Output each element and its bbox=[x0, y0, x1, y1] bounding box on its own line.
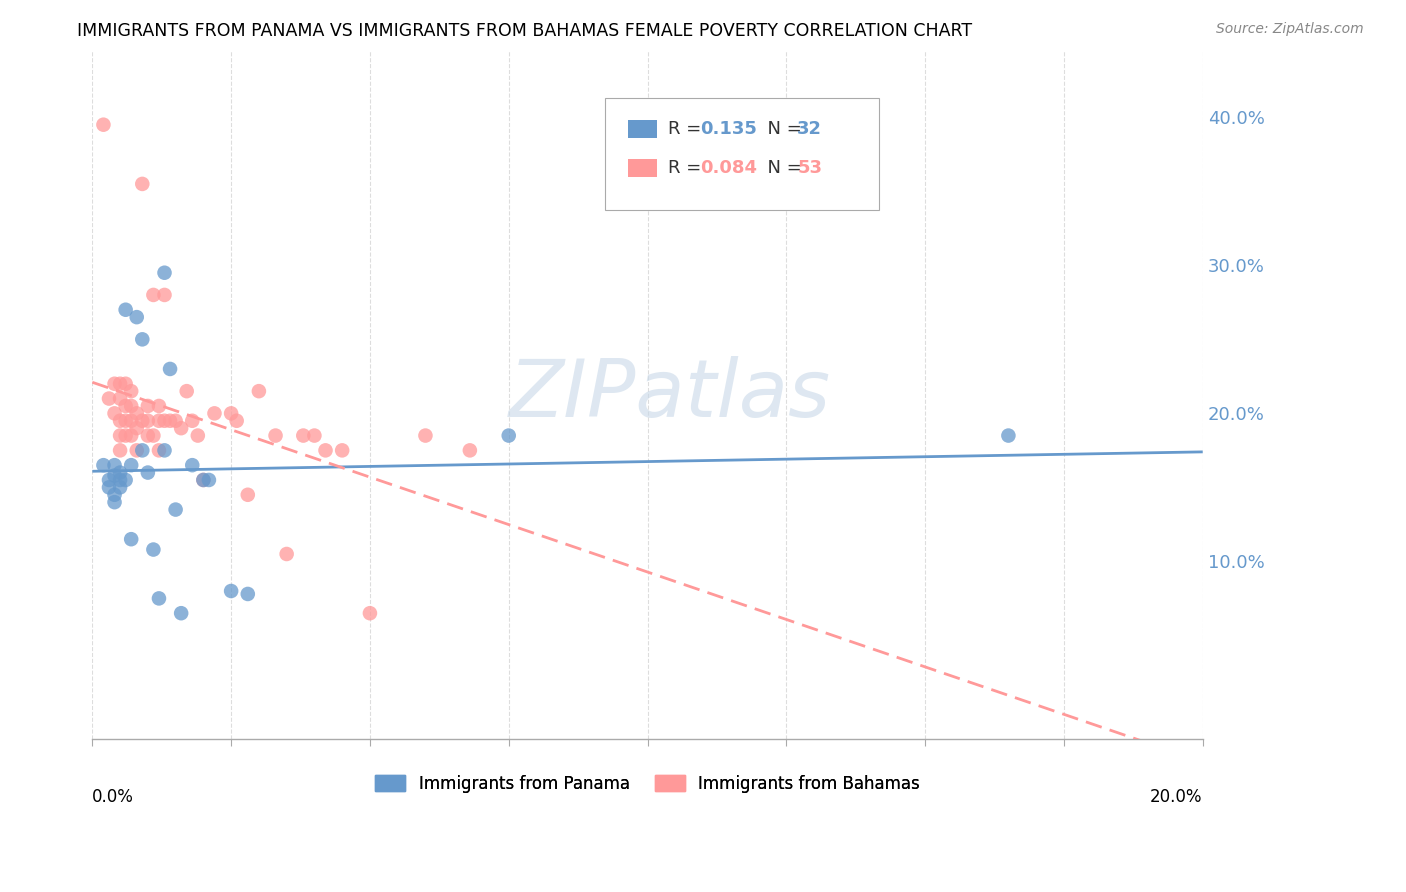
Point bbox=[170, 421, 193, 435]
Point bbox=[204, 406, 226, 420]
Point bbox=[359, 606, 381, 620]
Point bbox=[165, 502, 187, 516]
Point bbox=[131, 414, 153, 428]
Point bbox=[142, 428, 165, 442]
Point bbox=[225, 414, 247, 428]
Point bbox=[136, 428, 159, 442]
Point bbox=[131, 177, 153, 191]
Point bbox=[125, 406, 148, 420]
Text: 32: 32 bbox=[797, 120, 823, 138]
Point bbox=[187, 428, 209, 442]
Point bbox=[108, 414, 131, 428]
Point bbox=[114, 302, 136, 317]
Text: ZIPatlas: ZIPatlas bbox=[509, 356, 831, 434]
Point bbox=[98, 473, 121, 487]
Point bbox=[93, 458, 115, 472]
Point bbox=[170, 606, 193, 620]
Point bbox=[120, 428, 142, 442]
Point bbox=[136, 414, 159, 428]
Point bbox=[108, 466, 131, 480]
Point bbox=[148, 414, 170, 428]
Point bbox=[108, 428, 131, 442]
Point bbox=[159, 414, 181, 428]
Point bbox=[114, 376, 136, 391]
Point bbox=[176, 384, 198, 399]
Point bbox=[193, 473, 215, 487]
Point bbox=[125, 421, 148, 435]
Point bbox=[304, 428, 326, 442]
Text: N =: N = bbox=[756, 120, 808, 138]
Point bbox=[98, 480, 121, 494]
Point bbox=[458, 443, 481, 458]
Point bbox=[131, 332, 153, 346]
Point bbox=[103, 495, 125, 509]
Point bbox=[136, 466, 159, 480]
Point bbox=[114, 473, 136, 487]
Point bbox=[108, 443, 131, 458]
Point bbox=[114, 414, 136, 428]
Point bbox=[292, 428, 315, 442]
Point bbox=[330, 443, 353, 458]
Point bbox=[136, 399, 159, 413]
Point bbox=[498, 428, 520, 442]
Text: 0.135: 0.135 bbox=[700, 120, 756, 138]
Point bbox=[125, 443, 148, 458]
Point bbox=[125, 310, 148, 325]
Text: 0.084: 0.084 bbox=[700, 159, 758, 177]
Point bbox=[114, 428, 136, 442]
Point bbox=[997, 428, 1019, 442]
Point bbox=[236, 587, 259, 601]
Point bbox=[153, 443, 176, 458]
Point bbox=[153, 414, 176, 428]
Point bbox=[120, 384, 142, 399]
Point bbox=[103, 468, 125, 483]
Point bbox=[247, 384, 270, 399]
Point bbox=[148, 399, 170, 413]
Point bbox=[219, 584, 242, 599]
Point bbox=[103, 406, 125, 420]
Point bbox=[315, 443, 337, 458]
Point bbox=[193, 473, 215, 487]
Point bbox=[108, 480, 131, 494]
Point bbox=[120, 532, 142, 546]
Point bbox=[108, 376, 131, 391]
Point bbox=[98, 392, 121, 406]
Point bbox=[181, 414, 204, 428]
Point bbox=[148, 591, 170, 606]
Point bbox=[219, 406, 242, 420]
Point bbox=[236, 488, 259, 502]
Point bbox=[131, 443, 153, 458]
Point bbox=[264, 428, 287, 442]
Text: 53: 53 bbox=[797, 159, 823, 177]
Point bbox=[142, 288, 165, 302]
Text: 0.0%: 0.0% bbox=[93, 788, 134, 805]
Point bbox=[159, 362, 181, 376]
Point bbox=[148, 443, 170, 458]
Point bbox=[165, 414, 187, 428]
Point bbox=[103, 376, 125, 391]
Point bbox=[114, 399, 136, 413]
Point bbox=[93, 118, 115, 132]
Point bbox=[181, 458, 204, 472]
Point bbox=[103, 488, 125, 502]
Point bbox=[153, 266, 176, 280]
Text: R =: R = bbox=[668, 159, 707, 177]
Point bbox=[142, 542, 165, 557]
Point bbox=[153, 288, 176, 302]
Point bbox=[108, 392, 131, 406]
Point bbox=[276, 547, 298, 561]
Text: R =: R = bbox=[668, 120, 707, 138]
Point bbox=[120, 399, 142, 413]
Point bbox=[120, 414, 142, 428]
Legend: Immigrants from Panama, Immigrants from Bahamas: Immigrants from Panama, Immigrants from … bbox=[368, 768, 927, 799]
Point bbox=[108, 473, 131, 487]
Point bbox=[103, 458, 125, 472]
Text: 20.0%: 20.0% bbox=[1150, 788, 1202, 805]
Text: Source: ZipAtlas.com: Source: ZipAtlas.com bbox=[1216, 22, 1364, 37]
Text: N =: N = bbox=[756, 159, 808, 177]
Point bbox=[198, 473, 221, 487]
Point bbox=[120, 458, 142, 472]
Point bbox=[415, 428, 437, 442]
Text: IMMIGRANTS FROM PANAMA VS IMMIGRANTS FROM BAHAMAS FEMALE POVERTY CORRELATION CHA: IMMIGRANTS FROM PANAMA VS IMMIGRANTS FRO… bbox=[77, 22, 973, 40]
